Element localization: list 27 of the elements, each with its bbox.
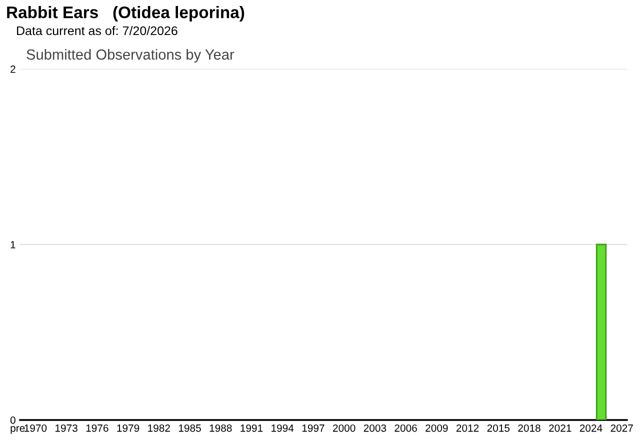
x-tick-label: 1997 [302,424,324,432]
x-tick-label: 1979 [117,424,140,432]
x-tick-label: 1982 [148,424,170,432]
x-tick-label: 1994 [272,424,294,432]
x-tick-label: 2003 [364,424,386,432]
x-tick-label: 1988 [210,424,232,432]
x-tick-label: 2021 [549,424,572,432]
x-tick-label: 2027 [610,424,633,432]
x-tick-label: pre [10,426,25,434]
x-tick-label: 1976 [86,424,108,432]
text: Submitted Observations by Year [26,49,234,63]
x-tick-label: 2006 [394,424,417,432]
y-tick-label: 1 [10,241,16,248]
x-tick-label: 2015 [487,424,510,432]
y-tick-label: 0 [10,416,16,424]
y-tick-label: 2 [10,66,16,73]
x-tick-label: 2009 [426,424,448,432]
chart-title: Rabbit Ears (Otidea leporina) [7,6,244,22]
x-tick-label: 2024 [580,424,602,432]
x-tick-label: 1985 [178,424,201,432]
x-tick-label: 1970 [24,424,47,432]
x-tick-label: 1973 [56,424,78,432]
x-tick-label: 2000 [333,424,356,432]
chart-subtitle: Data current as of: 7/20/2026 [17,26,178,36]
x-tick-label: 1991 [240,424,263,432]
x-tick-label: 2012 [456,424,479,432]
x-tick-label: 2018 [518,424,540,432]
